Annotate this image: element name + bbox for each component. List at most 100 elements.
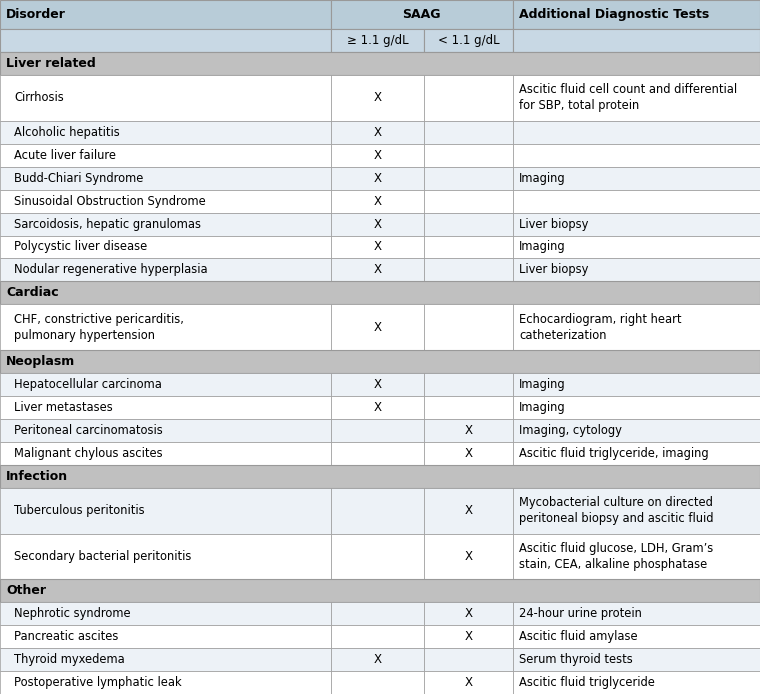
Text: X: X: [373, 321, 382, 334]
Text: X: X: [464, 607, 473, 620]
Text: Secondary bacterial peritonitis: Secondary bacterial peritonitis: [14, 550, 192, 563]
Bar: [0, 121, 331, 144]
Bar: [0, 671, 331, 694]
Bar: [0, 534, 331, 579]
Text: Additional Diagnostic Tests: Additional Diagnostic Tests: [519, 8, 709, 21]
Text: Thyroid myxedema: Thyroid myxedema: [14, 653, 125, 666]
Text: Peritoneal carcinomatosis: Peritoneal carcinomatosis: [14, 424, 163, 437]
Bar: [331, 75, 424, 121]
Bar: [0, 579, 760, 602]
Bar: [513, 671, 760, 694]
Bar: [513, 121, 760, 144]
Bar: [331, 212, 424, 235]
Text: Ascitic fluid cell count and differential
for SBP, total protein: Ascitic fluid cell count and differentia…: [519, 83, 737, 112]
Bar: [331, 488, 424, 534]
Text: Nodular regenerative hyperplasia: Nodular regenerative hyperplasia: [14, 264, 207, 276]
Text: Cardiac: Cardiac: [6, 287, 59, 299]
Text: Ascitic fluid glucose, LDH, Gram’s
stain, CEA, alkaline phosphatase: Ascitic fluid glucose, LDH, Gram’s stain…: [519, 542, 713, 571]
Text: Liver related: Liver related: [6, 57, 96, 70]
Text: X: X: [464, 676, 473, 689]
Bar: [424, 167, 513, 189]
Bar: [331, 419, 424, 442]
Bar: [513, 144, 760, 167]
Bar: [331, 373, 424, 396]
Text: X: X: [373, 194, 382, 208]
Text: Ascitic fluid triglyceride: Ascitic fluid triglyceride: [519, 676, 655, 689]
Bar: [331, 235, 424, 258]
Bar: [0, 625, 331, 648]
Text: X: X: [373, 240, 382, 253]
Text: X: X: [373, 149, 382, 162]
Bar: [331, 121, 424, 144]
Bar: [331, 442, 424, 465]
Bar: [424, 442, 513, 465]
Text: X: X: [464, 424, 473, 437]
Text: Other: Other: [6, 584, 46, 598]
Bar: [424, 29, 513, 52]
Bar: [424, 488, 513, 534]
Bar: [0, 465, 760, 488]
Bar: [0, 281, 760, 304]
Bar: [331, 167, 424, 189]
Bar: [0, 442, 331, 465]
Text: Budd-Chiari Syndrome: Budd-Chiari Syndrome: [14, 171, 144, 185]
Bar: [0, 75, 331, 121]
Bar: [513, 625, 760, 648]
Text: 24-hour urine protein: 24-hour urine protein: [519, 607, 642, 620]
Bar: [513, 488, 760, 534]
Text: Acute liver failure: Acute liver failure: [14, 149, 116, 162]
Text: X: X: [373, 217, 382, 230]
Bar: [0, 602, 331, 625]
Bar: [331, 29, 424, 52]
Text: Liver biopsy: Liver biopsy: [519, 264, 588, 276]
Text: Postoperative lymphatic leak: Postoperative lymphatic leak: [14, 676, 182, 689]
Bar: [0, 167, 331, 189]
Bar: [331, 258, 424, 281]
Text: Serum thyroid tests: Serum thyroid tests: [519, 653, 633, 666]
Text: Tuberculous peritonitis: Tuberculous peritonitis: [14, 504, 144, 517]
Bar: [513, 373, 760, 396]
Bar: [513, 212, 760, 235]
Text: X: X: [373, 401, 382, 414]
Bar: [331, 189, 424, 212]
Bar: [424, 121, 513, 144]
Bar: [513, 258, 760, 281]
Text: CHF, constrictive pericarditis,
pulmonary hypertension: CHF, constrictive pericarditis, pulmonar…: [14, 313, 184, 341]
Bar: [513, 534, 760, 579]
Bar: [424, 671, 513, 694]
Bar: [513, 167, 760, 189]
Text: Disorder: Disorder: [6, 8, 66, 21]
Bar: [513, 419, 760, 442]
Bar: [331, 625, 424, 648]
Text: Nephrotic syndrome: Nephrotic syndrome: [14, 607, 131, 620]
Bar: [513, 0, 760, 29]
Bar: [331, 144, 424, 167]
Text: Cirrhosis: Cirrhosis: [14, 92, 64, 105]
Bar: [0, 488, 331, 534]
Bar: [331, 648, 424, 671]
Text: Sarcoidosis, hepatic granulomas: Sarcoidosis, hepatic granulomas: [14, 217, 201, 230]
Text: Imaging: Imaging: [519, 378, 565, 391]
Text: Liver metastases: Liver metastases: [14, 401, 112, 414]
Bar: [0, 648, 331, 671]
Bar: [331, 304, 424, 350]
Bar: [513, 648, 760, 671]
Text: Pancreatic ascites: Pancreatic ascites: [14, 630, 119, 643]
Text: X: X: [464, 447, 473, 460]
Text: X: X: [464, 504, 473, 517]
Bar: [331, 0, 513, 29]
Text: X: X: [373, 264, 382, 276]
Text: Echocardiogram, right heart
catheterization: Echocardiogram, right heart catheterizat…: [519, 313, 682, 341]
Bar: [513, 75, 760, 121]
Bar: [424, 304, 513, 350]
Bar: [0, 373, 331, 396]
Text: Mycobacterial culture on directed
peritoneal biopsy and ascitic fluid: Mycobacterial culture on directed perito…: [519, 496, 714, 525]
Bar: [424, 258, 513, 281]
Text: Imaging, cytology: Imaging, cytology: [519, 424, 622, 437]
Bar: [424, 648, 513, 671]
Text: Liver biopsy: Liver biopsy: [519, 217, 588, 230]
Text: X: X: [464, 630, 473, 643]
Text: ≥ 1.1 g/dL: ≥ 1.1 g/dL: [347, 34, 408, 47]
Text: Imaging: Imaging: [519, 401, 565, 414]
Bar: [0, 29, 331, 52]
